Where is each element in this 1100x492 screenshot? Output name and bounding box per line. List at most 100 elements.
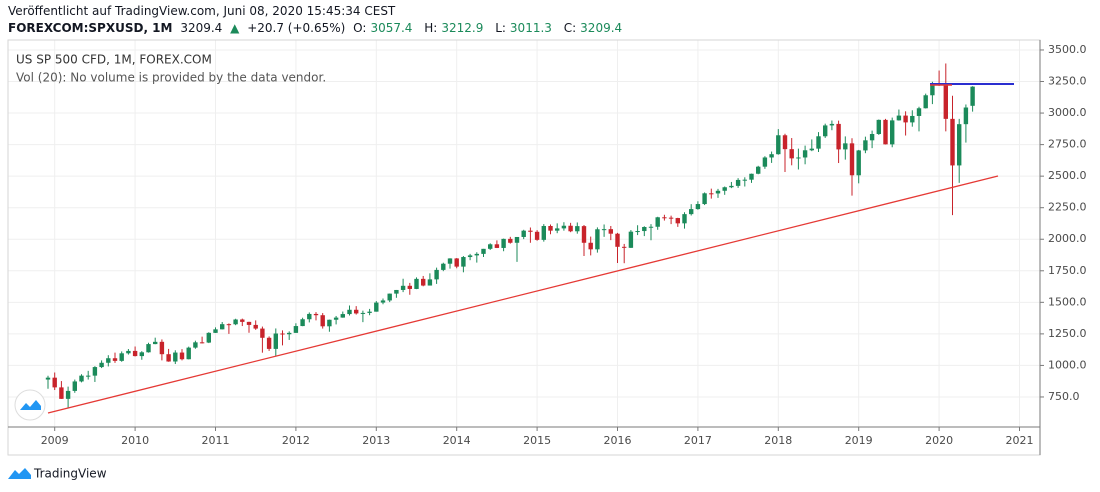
candle-body: [588, 242, 593, 250]
candle-body: [776, 135, 781, 155]
candle-body: [883, 119, 888, 145]
candle-body: [233, 319, 238, 325]
footer-brand: TradingView: [33, 467, 107, 481]
candle-body: [494, 244, 500, 248]
candle-body: [923, 95, 928, 109]
candle-body: [715, 190, 721, 194]
candle-body: [943, 84, 948, 119]
candle-body: [474, 253, 479, 256]
candle-body: [963, 107, 969, 125]
candle-body: [112, 358, 118, 361]
candle-body: [481, 248, 486, 254]
x-tick-label: 2019: [845, 434, 873, 447]
candle-body: [896, 115, 902, 121]
candle-body: [628, 231, 634, 248]
candle-body: [749, 173, 754, 180]
candle-body: [45, 377, 51, 380]
candle-body: [106, 358, 111, 363]
key: L:: [495, 21, 506, 35]
footer-logo: [8, 468, 31, 479]
change: +20.7 (+0.65%): [247, 21, 346, 35]
candle-body: [159, 341, 165, 355]
candle-body: [280, 333, 285, 335]
candle-body: [856, 150, 861, 176]
x-tick-label: 2020: [925, 434, 953, 447]
candle-body: [843, 143, 848, 150]
open-value: 3057.4: [370, 21, 413, 35]
y-tick-label: 2250.0: [1048, 201, 1087, 214]
candle-body: [153, 341, 158, 345]
x-tick-label: 2013: [362, 434, 390, 447]
candle-body: [756, 166, 761, 174]
x-tick-label: 2021: [1006, 434, 1034, 447]
y-tick-label: 1750.0: [1048, 264, 1087, 277]
candle-body: [139, 352, 144, 357]
candle-body: [668, 217, 674, 219]
y-tick-label: 3250.0: [1048, 75, 1087, 88]
candle-body: [568, 225, 573, 232]
candle-body: [521, 230, 526, 237]
candle-body: [240, 319, 245, 322]
candle-body: [65, 390, 71, 399]
candle-body: [849, 143, 855, 176]
candle-body: [528, 230, 533, 232]
candle-body: [555, 228, 560, 231]
candle-body: [99, 362, 104, 368]
candle-body: [374, 302, 379, 312]
candle-body: [548, 225, 553, 231]
candle-body: [300, 319, 305, 327]
key: H:: [424, 21, 438, 35]
candle-body: [333, 317, 339, 320]
candle-body: [970, 86, 975, 106]
candle-body: [199, 342, 205, 344]
chart-subtitle: Vol (20): No volume is provided by the d…: [16, 71, 326, 85]
candle-body: [802, 150, 808, 158]
candle-body: [869, 134, 875, 141]
candle-body: [347, 309, 352, 315]
candle-body: [79, 375, 84, 382]
candle-body: [206, 332, 211, 343]
candle-body: [655, 217, 660, 227]
candle-body: [735, 179, 741, 186]
low-value: 3011.3: [509, 21, 552, 35]
x-tick-label: 2014: [443, 434, 471, 447]
candle-body: [260, 328, 265, 338]
candle-body: [762, 157, 768, 167]
candle-body: [146, 344, 151, 353]
candle-body: [173, 352, 178, 362]
x-tick-label: 2016: [604, 434, 632, 447]
candle-body: [722, 187, 727, 191]
x-tick-label: 2011: [202, 434, 230, 447]
candle-body: [246, 321, 252, 325]
candle-body: [367, 311, 372, 313]
candle-body: [72, 381, 77, 391]
watermark-logo: [14, 389, 46, 421]
candle-body: [695, 204, 701, 210]
candle-body: [689, 209, 694, 215]
candle-body: [360, 312, 366, 314]
candle-body: [635, 231, 640, 233]
candle-body: [957, 124, 962, 166]
key: O:: [353, 21, 367, 35]
candle-body: [816, 136, 821, 149]
candle-body: [508, 238, 513, 243]
last-price: 3209.4: [180, 21, 223, 35]
x-tick-label: 2012: [282, 434, 310, 447]
candle-body: [266, 337, 272, 349]
candle-body: [836, 123, 841, 150]
candle-body: [454, 258, 459, 267]
candle-body: [320, 315, 325, 327]
candle-body: [421, 278, 426, 286]
candle-body: [890, 120, 895, 145]
candle-body: [327, 319, 332, 327]
candle-body: [575, 226, 580, 232]
candle-body: [92, 367, 98, 376]
candle-body: [313, 313, 319, 316]
candle-body: [682, 214, 687, 224]
candle-body: [179, 352, 185, 360]
candle-body: [595, 229, 600, 250]
close-value: 3209.4: [580, 21, 623, 35]
candle-body: [307, 313, 312, 320]
y-tick-label: 2000.0: [1048, 232, 1087, 245]
